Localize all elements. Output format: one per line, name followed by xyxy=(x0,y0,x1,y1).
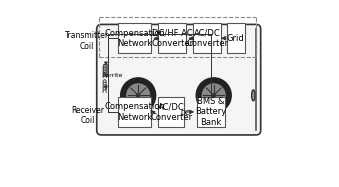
Text: Receiver
Coil: Receiver Coil xyxy=(71,106,104,125)
Circle shape xyxy=(137,94,140,97)
Ellipse shape xyxy=(252,90,255,101)
Text: Compensation
Network: Compensation Network xyxy=(104,29,165,48)
FancyBboxPatch shape xyxy=(197,97,225,127)
Circle shape xyxy=(196,78,231,113)
FancyBboxPatch shape xyxy=(226,24,245,53)
FancyBboxPatch shape xyxy=(118,24,151,53)
Circle shape xyxy=(202,84,225,107)
FancyBboxPatch shape xyxy=(97,24,261,135)
Bar xyxy=(103,64,107,76)
Circle shape xyxy=(212,94,215,97)
Text: Grid: Grid xyxy=(227,34,245,43)
FancyBboxPatch shape xyxy=(158,24,186,53)
Text: BMS &
Battery
Bank: BMS & Battery Bank xyxy=(195,97,226,127)
Text: AC/DC
Converter: AC/DC Converter xyxy=(186,29,228,48)
FancyBboxPatch shape xyxy=(158,97,184,127)
FancyBboxPatch shape xyxy=(118,97,151,127)
Text: Compensation
Network: Compensation Network xyxy=(104,102,165,122)
Text: DC/HF AC
Converter: DC/HF AC Converter xyxy=(151,29,193,48)
Circle shape xyxy=(127,84,149,107)
Circle shape xyxy=(121,78,156,113)
FancyBboxPatch shape xyxy=(194,24,221,53)
Text: AC/DC
Converter: AC/DC Converter xyxy=(150,102,193,122)
Text: Ferrite: Ferrite xyxy=(103,73,123,79)
Text: DC: DC xyxy=(181,110,191,116)
Text: Transmitter
Coil: Transmitter Coil xyxy=(65,31,109,51)
